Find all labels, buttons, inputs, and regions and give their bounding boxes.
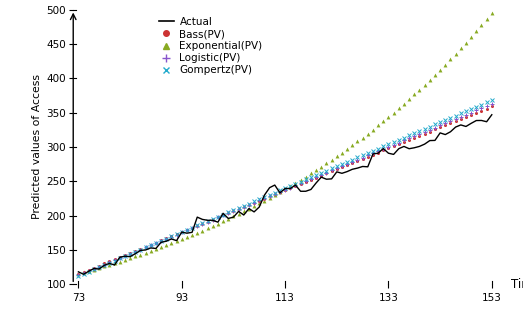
Text: Time: Time: [511, 278, 523, 291]
Legend: Actual, Bass(PV), Exponential(PV), Logistic(PV), Gompertz(PV): Actual, Bass(PV), Exponential(PV), Logis…: [156, 15, 265, 78]
Y-axis label: Predicted values of Access: Predicted values of Access: [32, 75, 42, 219]
